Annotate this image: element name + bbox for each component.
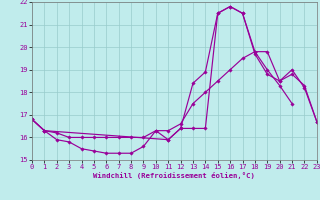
X-axis label: Windchill (Refroidissement éolien,°C): Windchill (Refroidissement éolien,°C) xyxy=(93,172,255,179)
